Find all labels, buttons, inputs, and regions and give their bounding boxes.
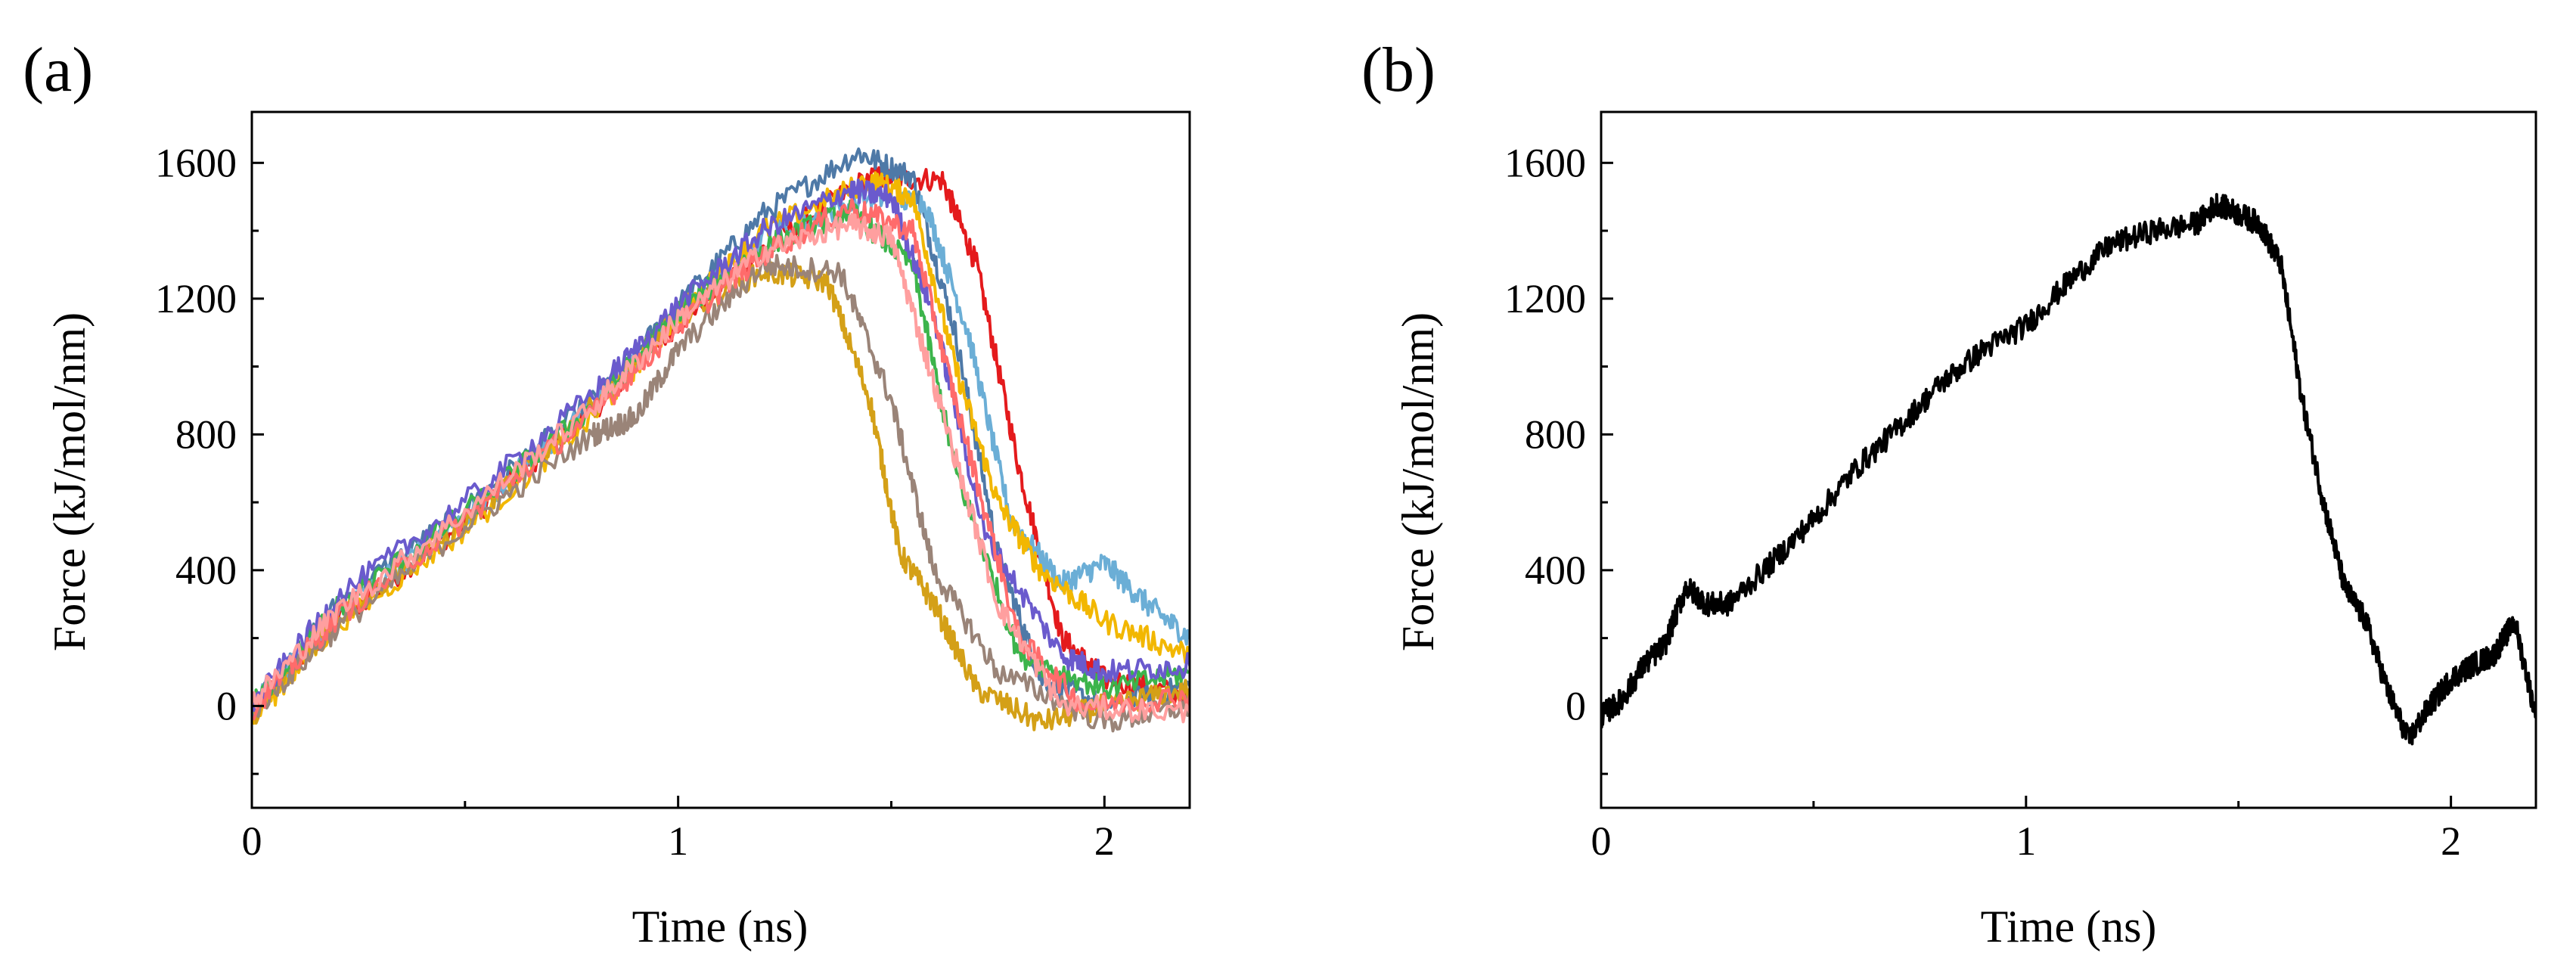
- panel-a-y-tick-label: 1200: [155, 276, 237, 321]
- panel-b-series-line-1: [1601, 193, 2536, 746]
- panel-b-y-tick-label: 800: [1525, 411, 1586, 457]
- panel-a-y-tick-label: 800: [175, 411, 237, 457]
- panel-b-series-group: [1601, 193, 2536, 746]
- panel-a-x-tick-label: 1: [668, 818, 688, 864]
- panel-a: (a) Time (ns) Force (kJ/mol/nm) 0 1 2 0 400 8…: [23, 35, 1191, 952]
- panel-b: (b) Time (ns) Force (kJ/mol/nm) 0 1 2 0 400 8…: [1361, 35, 2537, 952]
- panel-a-y-tick-label: 1600: [155, 140, 237, 185]
- panel-a-plot-frame: [250, 110, 1191, 809]
- panel-b-y-axis-title: Force (kJ/mol/nm): [1393, 312, 1443, 651]
- panel-b-x-tick-label: 2: [2441, 818, 2461, 864]
- panel-a-x-tick-label: 0: [242, 818, 262, 864]
- panel-b-y-tick-label: 0: [1566, 683, 1586, 728]
- panel-b-x-tick-label: 1: [2016, 818, 2036, 864]
- panel-a-y-tick-label: 400: [175, 548, 237, 593]
- panel-a-series-group: [252, 147, 1190, 733]
- panel-a-series-line-5: [252, 261, 1190, 731]
- panel-a-y-tick-label: 0: [216, 683, 237, 728]
- panel-b-x-axis-title: Time (ns): [1981, 902, 2157, 952]
- panel-a-x-axis-title: Time (ns): [632, 902, 808, 952]
- panel-b-y-tick-label: 1600: [1504, 140, 1586, 185]
- panel-b-label: (b): [1361, 35, 1435, 105]
- panel-b-x-tick-label: 0: [1591, 818, 1612, 864]
- panel-a-series-line-9: [252, 198, 1190, 721]
- panel-b-y-tick-label: 400: [1525, 548, 1586, 593]
- panel-a-label: (a): [23, 35, 93, 105]
- panel-a-series-line-10: [252, 213, 1190, 724]
- panel-a-series-line-7: [252, 253, 1190, 733]
- panel-a-series-line-2: [252, 147, 1190, 713]
- panel-a-x-tick-label: 2: [1094, 818, 1115, 864]
- panel-a-y-axis-title: Force (kJ/mol/nm): [45, 312, 95, 651]
- panel-b-plot-frame: [1600, 110, 2537, 809]
- panel-b-y-tick-label: 1200: [1504, 276, 1586, 321]
- panel-a-series-line-8: [252, 179, 1190, 713]
- panel-a-series-line-6: [252, 199, 1190, 710]
